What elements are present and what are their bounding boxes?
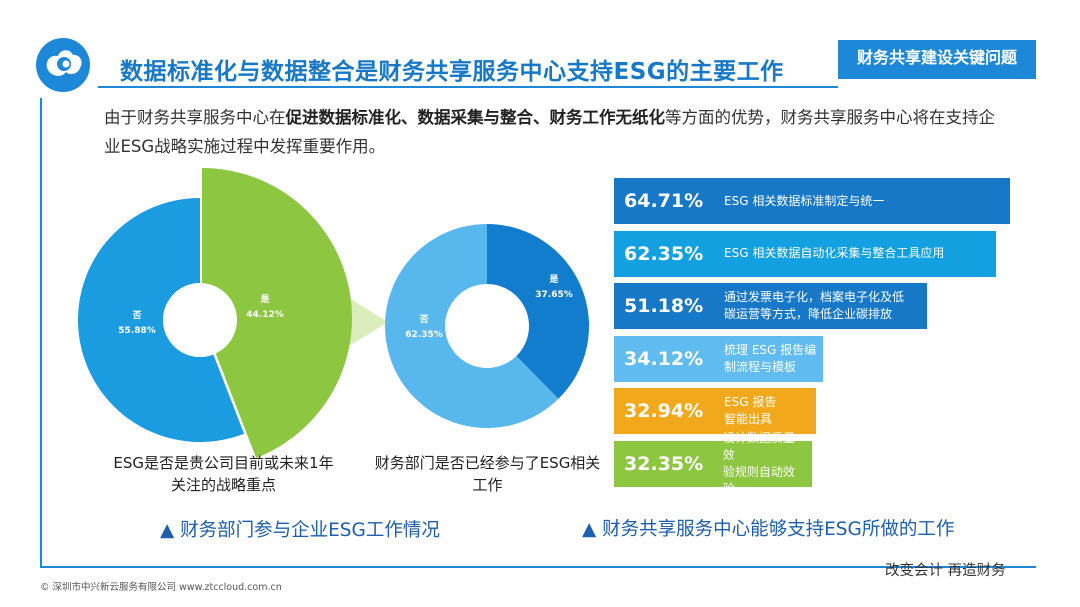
bar-category-line: 制流程与模板	[724, 359, 797, 374]
bar-category-line: 碳运营等方式，降低企业碳排放	[724, 307, 893, 321]
bar-value-label: 62.35%	[624, 242, 704, 265]
intro-text-end: 等方面的优势，财务共享服务中心将在支持企业ESG战略实施过程中发挥重要作用。	[104, 108, 995, 156]
bar-category-line: 梳理 ESG 报告编	[724, 342, 817, 357]
pie2-slice-no	[385, 224, 559, 428]
pie2-caption: 财务部门是否已经参与了ESG相关工作	[374, 454, 601, 494]
bar-category-line: 设计数据质量效	[722, 430, 795, 462]
bar-category-label: 梳理 ESG 报告编 制流程与模板	[720, 342, 822, 376]
footer-copyright: © 深圳市中兴新云服务有限公司 www.ztccloud.com.cn	[40, 582, 282, 593]
title-divider	[98, 86, 838, 88]
pie2-label-no: 否 62.35%	[405, 314, 443, 340]
bar-category-label: ESG 相关数据标准制定与统一	[720, 193, 890, 210]
bar-category-line: 通过发票电子化，档案电子化及低	[724, 290, 905, 304]
bar-value-label: 51.18%	[624, 295, 704, 317]
bar-category-label: ESG 报告 智能出具	[720, 394, 782, 428]
bar-category-label: 通过发票电子化，档案电子化及低 碳运营等方式，降低企业碳排放	[720, 289, 910, 323]
footer-slogan: 改变会计 再造财务	[885, 563, 1006, 579]
frame-bottom-border	[40, 566, 1036, 568]
bar-value-label: 34.12%	[624, 347, 704, 370]
bar-value-label: 32.35%	[624, 452, 704, 475]
bar-1: 64.71% ESG 相关数据标准制定与统一	[614, 178, 1010, 224]
bar-5: 32.94% ESG 报告 智能出具	[614, 388, 816, 434]
pie1-label-no: 否 55.88%	[118, 310, 156, 336]
pie1-hole	[163, 283, 237, 357]
right-section-subtitle: ▲ 财务共享服务中心能够支持ESG所做的工作	[582, 519, 955, 540]
pie1-caption: ESG是否是贵公司目前或未来1年关注的战略重点	[113, 454, 334, 494]
intro-text-highlight: 促进数据标准化、数据采集与整合、财务工作无纸化	[285, 108, 666, 127]
intro-paragraph: 由于财务共享服务中心在促进数据标准化、数据采集与整合、财务工作无纸化等方面的优势…	[104, 103, 1004, 161]
bar-category-line: ESG 相关数据标准制定与统一	[724, 193, 885, 208]
pie-charts: 否 55.88% 是 44.12% 否 62.35% 是 37.65%	[77, 168, 590, 458]
bar-4: 34.12% 梳理 ESG 报告编 制流程与模板	[614, 335, 823, 382]
bar-category-line: ESG 报告	[724, 395, 777, 409]
bar-category-line: ESG 相关数据自动化采集与整合工具应用	[724, 246, 945, 260]
bar-3: 51.18% 通过发票电子化，档案电子化及低 碳运营等方式，降低企业碳排放	[614, 283, 927, 329]
left-section-subtitle: ▲ 财务部门参与企业ESG工作情况	[160, 520, 440, 541]
bar-category-label: 设计数据质量效 验规则自动效验	[719, 430, 812, 498]
bar-category-label: ESG 相关数据自动化采集与整合工具应用	[720, 245, 950, 262]
page-title: 数据标准化与数据整合是财务共享服务中心支持ESG的主要工作	[120, 59, 784, 85]
pie1-label-yes: 是 44.12%	[246, 294, 284, 320]
frame-left-border	[40, 98, 42, 566]
pie1-slice-yes	[202, 168, 353, 458]
bar-category-line: 验规则自动效验	[722, 464, 795, 496]
intro-text-start: 由于财务共享服务中心在	[104, 108, 286, 127]
section-tag-underline	[838, 76, 1036, 79]
bar-category-line: 智能出具	[724, 412, 773, 426]
pie2-slice-yes	[487, 224, 590, 399]
pie1-slice-no	[77, 198, 245, 442]
company-logo-icon	[36, 38, 90, 92]
bar-value-label: 32.94%	[624, 400, 704, 422]
pie2-label-yes: 是 37.65%	[535, 274, 573, 300]
bar-6: 32.35% 设计数据质量效 验规则自动效验	[614, 431, 812, 496]
bar-2: 62.35% ESG 相关数据自动化采集与整合工具应用	[614, 230, 996, 277]
section-tag: 财务共享建设关键问题	[838, 40, 1036, 76]
bar-value-label: 64.71%	[624, 190, 704, 212]
